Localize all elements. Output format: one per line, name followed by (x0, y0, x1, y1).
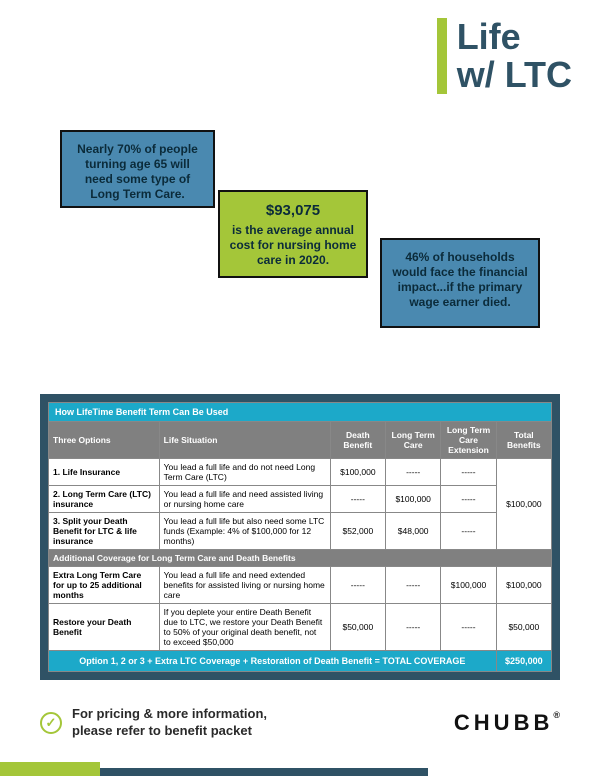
cell-ext: ----- (441, 513, 496, 550)
stat-2-big: $93,075 (228, 202, 358, 221)
col-options: Three Options (49, 422, 160, 459)
bottom-bar-green (0, 762, 100, 776)
table-row: Restore your Death Benefit If you deplet… (49, 604, 552, 651)
stat-box-1: Nearly 70% of people turning age 65 will… (60, 130, 215, 208)
header-accent-bar (437, 18, 447, 94)
cell-ext: ----- (441, 604, 496, 651)
stat-2-text: is the average annual cost for nursing h… (230, 223, 357, 267)
row-name: Restore your Death Benefit (49, 604, 160, 651)
cell-death: $50,000 (330, 604, 385, 651)
stat-1-text: Nearly 70% of people turning age 65 will… (77, 142, 198, 201)
row-situation: If you deplete your entire Death Benefit… (159, 604, 330, 651)
cell-main-total: $100,000 (496, 459, 551, 550)
brand-logo: CHUBB® (454, 710, 560, 736)
table-row: Extra Long Term Care for up to 25 additi… (49, 567, 552, 604)
cell-death: $100,000 (330, 459, 385, 486)
table-row: 2. Long Term Care (LTC) insurance You le… (49, 486, 552, 513)
cell-ext: ----- (441, 486, 496, 513)
brand-name: CHUBB (454, 710, 553, 735)
table-title: How LifeTime Benefit Term Can Be Used (49, 403, 552, 422)
table-section-row: Additional Coverage for Long Term Care a… (49, 550, 552, 567)
cell-ltc: $100,000 (386, 486, 441, 513)
section-title: Additional Coverage for Long Term Care a… (49, 550, 552, 567)
table-total-row: Option 1, 2 or 3 + Extra LTC Coverage + … (49, 651, 552, 672)
row-name: 1. Life Insurance (49, 459, 160, 486)
col-total: Total Benefits (496, 422, 551, 459)
bottom-bars (0, 762, 600, 776)
row-name: Extra Long Term Care for up to 25 additi… (49, 567, 160, 604)
cell-ext: $100,000 (441, 567, 496, 604)
stat-box-3: 46% of households would face the financi… (380, 238, 540, 328)
page-header: Life w/ LTC (437, 18, 572, 94)
footer-text: For pricing & more information, please r… (72, 706, 267, 740)
cell-ext: ----- (441, 459, 496, 486)
row-name: 2. Long Term Care (LTC) insurance (49, 486, 160, 513)
footer-line-1: For pricing & more information, (72, 706, 267, 723)
cell-death: ----- (330, 486, 385, 513)
page-title: Life w/ LTC (457, 18, 572, 94)
check-icon: ✓ (40, 712, 62, 734)
row-situation: You lead a full life and need assisted l… (159, 486, 330, 513)
cell-total: $100,000 (496, 567, 551, 604)
cell-ltc: ----- (386, 459, 441, 486)
footer-line-2: please refer to benefit packet (72, 723, 267, 740)
table-row: 3. Split your Death Benefit for LTC & li… (49, 513, 552, 550)
table-row: 1. Life Insurance You lead a full life a… (49, 459, 552, 486)
cell-ltc: ----- (386, 604, 441, 651)
cell-ltc: ----- (386, 567, 441, 604)
table-title-row: How LifeTime Benefit Term Can Be Used (49, 403, 552, 422)
stat-box-2: $93,075 is the average annual cost for n… (218, 190, 368, 278)
total-label: Option 1, 2 or 3 + Extra LTC Coverage + … (49, 651, 497, 672)
footer-left: ✓ For pricing & more information, please… (40, 706, 267, 740)
cell-total: $50,000 (496, 604, 551, 651)
cell-death: $52,000 (330, 513, 385, 550)
page-footer: ✓ For pricing & more information, please… (40, 706, 560, 740)
col-death: Death Benefit (330, 422, 385, 459)
benefits-table-frame: How LifeTime Benefit Term Can Be Used Th… (40, 394, 560, 680)
total-amount: $250,000 (496, 651, 551, 672)
title-line-1: Life (457, 18, 572, 56)
table-header-row: Three Options Life Situation Death Benef… (49, 422, 552, 459)
row-name: 3. Split your Death Benefit for LTC & li… (49, 513, 160, 550)
row-situation: You lead a full life and need extended b… (159, 567, 330, 604)
cell-ltc: $48,000 (386, 513, 441, 550)
brand-reg: ® (553, 710, 560, 720)
stat-3-text: 46% of households would face the financi… (392, 250, 527, 309)
benefits-table: How LifeTime Benefit Term Can Be Used Th… (48, 402, 552, 672)
title-line-2: w/ LTC (457, 56, 572, 94)
col-ltc: Long Term Care (386, 422, 441, 459)
cell-death: ----- (330, 567, 385, 604)
row-situation: You lead a full life and do not need Lon… (159, 459, 330, 486)
row-situation: You lead a full life but also need some … (159, 513, 330, 550)
col-ext: Long Term Care Extension (441, 422, 496, 459)
col-situation: Life Situation (159, 422, 330, 459)
